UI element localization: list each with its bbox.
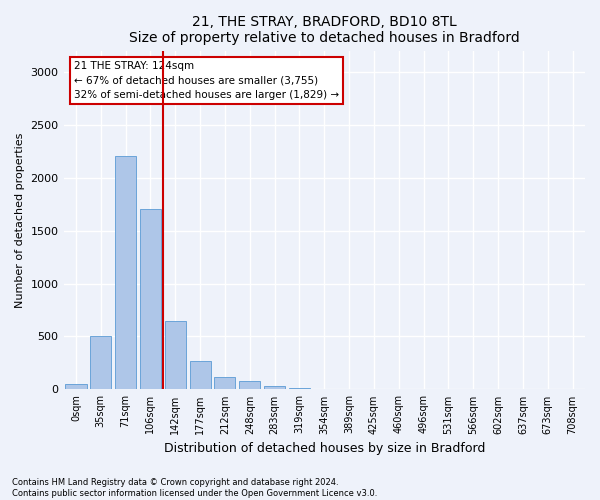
Bar — [190, 361, 211, 390]
Bar — [264, 386, 285, 390]
Y-axis label: Number of detached properties: Number of detached properties — [15, 132, 25, 308]
Text: 21 THE STRAY: 124sqm
← 67% of detached houses are smaller (3,755)
32% of semi-de: 21 THE STRAY: 124sqm ← 67% of detached h… — [74, 60, 339, 100]
Text: Contains HM Land Registry data © Crown copyright and database right 2024.
Contai: Contains HM Land Registry data © Crown c… — [12, 478, 377, 498]
Title: 21, THE STRAY, BRADFORD, BD10 8TL
Size of property relative to detached houses i: 21, THE STRAY, BRADFORD, BD10 8TL Size o… — [129, 15, 520, 45]
Bar — [65, 384, 86, 390]
Bar — [214, 376, 235, 390]
Bar — [338, 389, 359, 390]
Bar — [364, 389, 385, 390]
Bar — [314, 388, 335, 390]
Bar — [115, 156, 136, 390]
Bar — [140, 210, 161, 390]
X-axis label: Distribution of detached houses by size in Bradford: Distribution of detached houses by size … — [164, 442, 485, 455]
Bar — [165, 320, 186, 390]
Bar — [239, 381, 260, 390]
Bar — [90, 336, 112, 390]
Bar — [289, 388, 310, 390]
